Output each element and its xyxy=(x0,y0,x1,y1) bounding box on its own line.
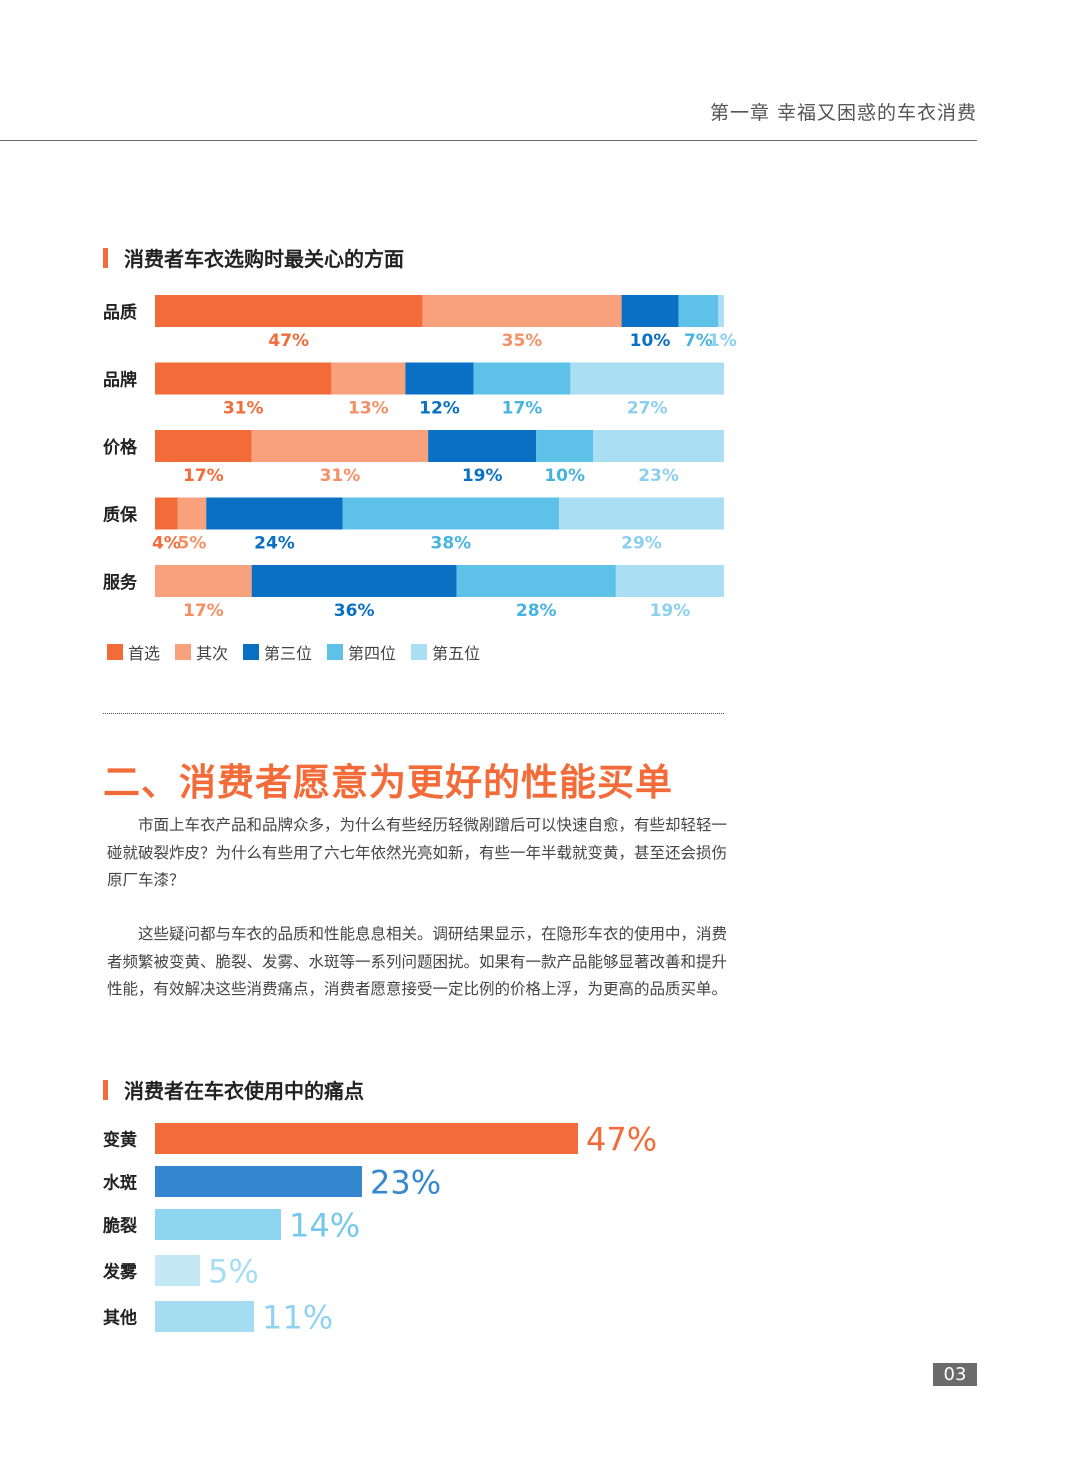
bar-segment xyxy=(558,497,724,530)
data-label: 24% xyxy=(254,534,295,554)
bar xyxy=(155,1301,254,1332)
data-label: 10% xyxy=(630,331,671,351)
data-label: 31% xyxy=(223,399,264,419)
data-label: 27% xyxy=(627,399,668,419)
data-label: 1% xyxy=(708,331,737,351)
legend-label: 第三位 xyxy=(264,644,313,663)
data-label: 14% xyxy=(289,1207,360,1245)
bar-segment xyxy=(718,295,724,327)
bar-segment xyxy=(155,430,252,462)
data-label: 7% xyxy=(684,331,713,351)
bar-segment xyxy=(621,295,679,327)
bar-segment xyxy=(678,295,719,327)
bar-segment xyxy=(155,295,423,327)
heading-marker xyxy=(103,247,108,268)
legend-item: 第五位 xyxy=(411,640,480,664)
dotted-divider xyxy=(103,713,724,714)
legend-item: 首选 xyxy=(107,640,160,664)
data-label: 17% xyxy=(183,466,224,486)
data-label: 19% xyxy=(650,601,691,621)
data-label: 35% xyxy=(502,331,543,351)
chart1-heading: 消费者车衣选购时最关心的方面 xyxy=(103,243,404,272)
header-rule xyxy=(0,140,977,141)
category-label: 水斑 xyxy=(103,1173,137,1194)
bar xyxy=(155,1166,362,1197)
bar xyxy=(155,1209,281,1240)
category-label: 发雾 xyxy=(102,1262,138,1283)
bar-segment xyxy=(405,362,474,395)
bar-segment xyxy=(342,497,559,530)
legend-swatch xyxy=(243,644,260,660)
bar-segment xyxy=(615,565,724,597)
bar-segment xyxy=(473,362,571,395)
data-label: 17% xyxy=(183,601,224,621)
bar-segment xyxy=(155,362,332,395)
bar-segment xyxy=(251,565,457,597)
data-label: 38% xyxy=(431,534,472,554)
category-label: 品质 xyxy=(103,303,137,323)
data-label: 47% xyxy=(268,331,309,351)
bar xyxy=(155,1123,578,1154)
bar xyxy=(155,1255,200,1286)
data-label: 12% xyxy=(419,399,460,419)
bar-segment xyxy=(155,565,252,597)
legend-label: 其次 xyxy=(196,644,229,663)
category-label: 品牌 xyxy=(103,370,137,391)
legend-item: 第四位 xyxy=(327,640,396,664)
paragraph-2: 这些疑问都与车衣的品质和性能息息相关。调研结果显示，在隐形车衣的使用中，消费者频… xyxy=(107,925,728,998)
bar-segment xyxy=(456,565,616,597)
data-label: 17% xyxy=(502,399,543,419)
category-label: 服务 xyxy=(103,572,138,593)
data-label: 29% xyxy=(621,534,662,554)
legend-label: 第四位 xyxy=(348,644,397,663)
legend-label: 首选 xyxy=(128,644,161,663)
data-label: 5% xyxy=(208,1253,259,1291)
legend-swatch xyxy=(411,644,428,660)
data-label: 28% xyxy=(516,601,557,621)
legend-label: 第五位 xyxy=(432,644,481,663)
category-label: 变黄 xyxy=(103,1130,137,1151)
stacked-bar-chart: 品质 47% 35% 10% 7%1% 品牌 31% 13% 12% 17% 27% 价格 17% 31%… xyxy=(103,295,737,621)
section2-heading: 二、消费者愿意为更好的性能买单 xyxy=(103,761,673,804)
bar-segment xyxy=(593,430,724,462)
data-label: 19% xyxy=(462,466,503,486)
data-label: 5% xyxy=(178,534,207,554)
bar-segment xyxy=(177,497,207,530)
page-number: 03 xyxy=(933,1363,977,1386)
legend-item: 第三位 xyxy=(243,640,312,664)
chart2-heading: 消费者在车衣使用中的痛点 xyxy=(103,1075,364,1104)
bar-segment xyxy=(331,362,406,395)
paragraph-1: 市面上车衣产品和品牌众多，为什么有些经历轻微剐蹭后可以快速自愈，有些却轻轻一碰就… xyxy=(107,816,728,889)
data-label: 36% xyxy=(334,601,375,621)
data-label: 10% xyxy=(544,466,585,486)
data-label: 11% xyxy=(262,1299,333,1337)
pain-points-bar-chart: 变黄 47% 水斑 23% 脆裂 14% 发雾 5% 其他 11% xyxy=(102,1121,657,1337)
category-label: 脆裂 xyxy=(102,1216,137,1237)
bar-segment xyxy=(251,430,429,462)
category-label: 其他 xyxy=(103,1308,137,1329)
data-label: 31% xyxy=(320,466,361,486)
data-label: 23% xyxy=(638,466,679,486)
category-label: 价格 xyxy=(103,437,138,458)
heading-marker xyxy=(103,1079,108,1100)
chapter-title: 第一章 幸福又困惑的车衣消费 xyxy=(709,102,977,124)
legend-swatch xyxy=(327,644,344,660)
chart1-heading-text: 消费者车衣选购时最关心的方面 xyxy=(124,247,404,271)
legend-swatch xyxy=(107,644,123,660)
bar-segment xyxy=(206,497,343,530)
data-label: 47% xyxy=(586,1121,657,1159)
chart1-legend: 首选 其次 第三位 第四位 第五位 xyxy=(107,640,495,664)
category-label: 质保 xyxy=(103,505,138,526)
bar-segment xyxy=(428,430,537,462)
bar-segment xyxy=(155,497,178,530)
bar-segment xyxy=(536,430,594,462)
data-label: 4% xyxy=(152,534,181,554)
bar-segment xyxy=(422,295,622,327)
chart2-heading-text: 消费者在车衣使用中的痛点 xyxy=(124,1079,364,1103)
data-label: 23% xyxy=(370,1164,441,1202)
legend-item: 其次 xyxy=(175,640,228,664)
legend-swatch xyxy=(175,644,192,660)
data-label: 13% xyxy=(348,399,389,419)
bar-segment xyxy=(570,362,724,395)
